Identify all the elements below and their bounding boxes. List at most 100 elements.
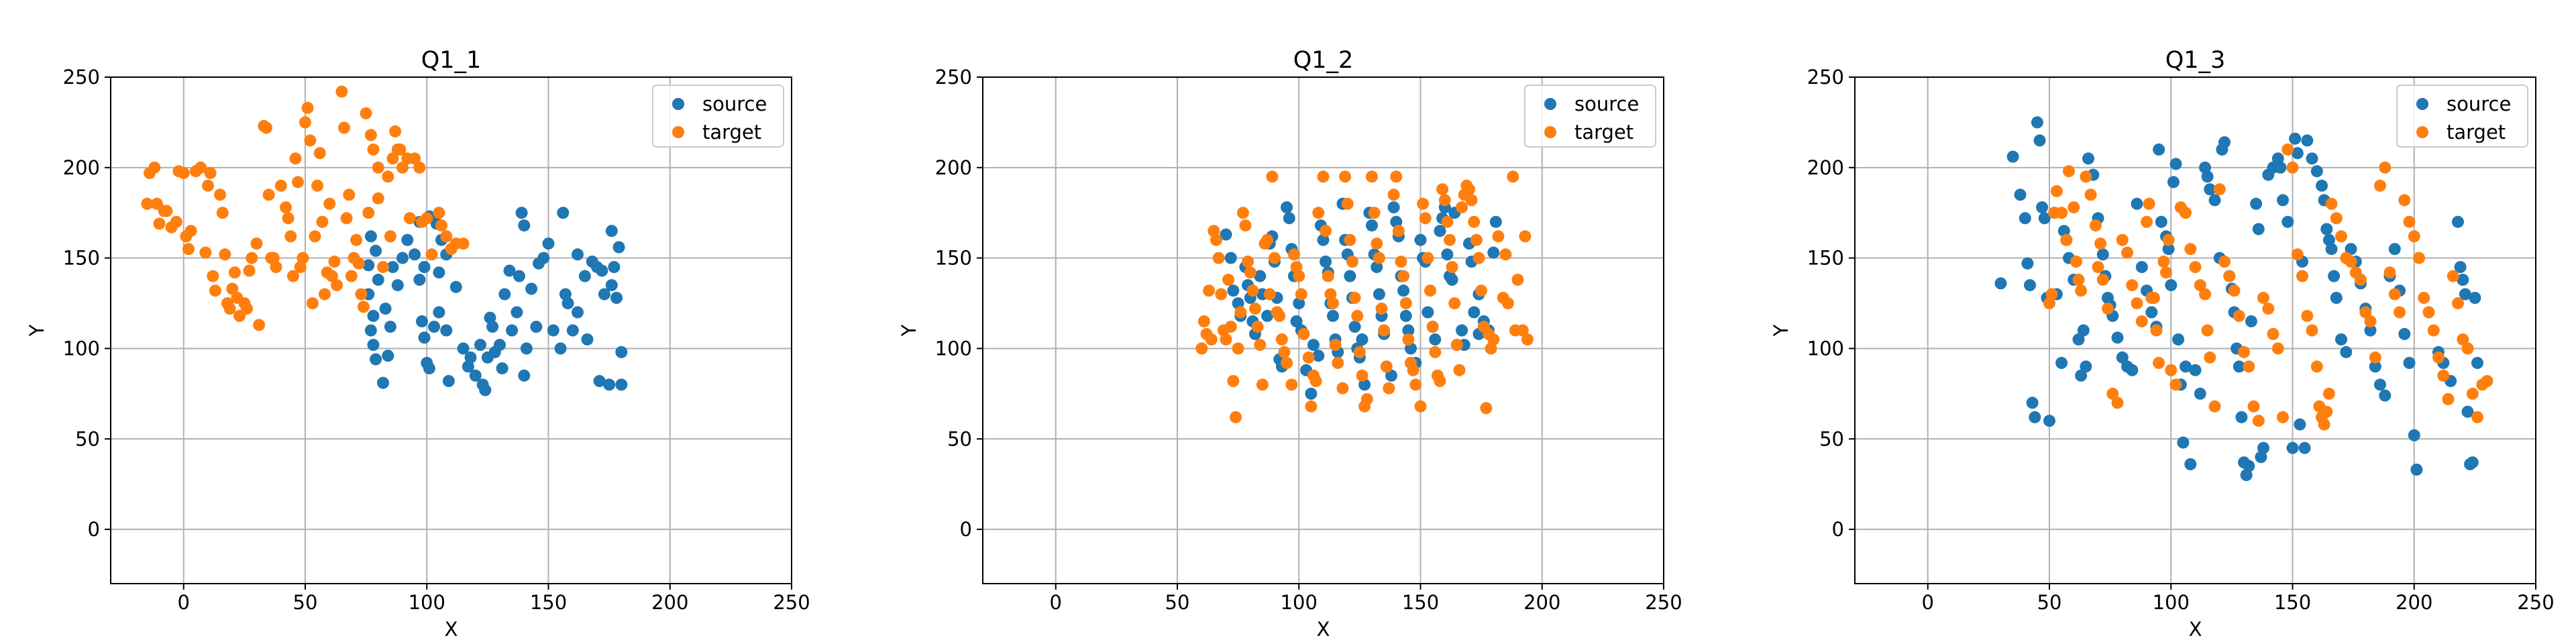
source-point bbox=[605, 225, 618, 237]
target-point bbox=[2330, 212, 2343, 225]
target-point bbox=[2135, 315, 2148, 327]
source-point bbox=[610, 292, 623, 304]
target-point bbox=[209, 284, 221, 297]
target-point bbox=[2189, 261, 2202, 274]
target-point bbox=[372, 161, 384, 174]
target-point bbox=[1446, 261, 1458, 274]
source-point bbox=[462, 360, 474, 373]
target-point bbox=[228, 266, 241, 279]
x-tick-label: 200 bbox=[2396, 591, 2432, 614]
target-point bbox=[1502, 297, 1514, 310]
source-point bbox=[2029, 411, 2041, 423]
source-point bbox=[386, 261, 399, 274]
target-point bbox=[1244, 266, 1256, 279]
target-point bbox=[2199, 288, 2211, 301]
source-point bbox=[2240, 469, 2253, 482]
target-point bbox=[2301, 309, 2314, 322]
target-point bbox=[2322, 387, 2335, 400]
y-tick-label: 250 bbox=[63, 66, 100, 89]
source-point bbox=[2369, 360, 2381, 373]
target-point bbox=[355, 288, 368, 301]
y-tick-label: 50 bbox=[1819, 427, 1844, 450]
legend: source target bbox=[2396, 85, 2528, 148]
source-point bbox=[2454, 261, 2467, 274]
target-point bbox=[2318, 418, 2330, 431]
x-tick-label: 100 bbox=[2153, 591, 2190, 614]
legend-marker-target bbox=[1544, 126, 1556, 138]
target-point bbox=[1371, 237, 1383, 250]
target-point bbox=[1348, 292, 1361, 304]
source-point bbox=[1429, 333, 1442, 345]
source-point bbox=[2031, 116, 2043, 129]
target-point bbox=[1397, 270, 1410, 282]
x-tick-label: 250 bbox=[2517, 591, 2554, 614]
source-point bbox=[2184, 458, 2197, 470]
target-point bbox=[2131, 297, 2143, 310]
target-point bbox=[246, 252, 258, 264]
target-point bbox=[2481, 375, 2493, 387]
x-tick-label: 200 bbox=[1523, 591, 1560, 614]
source-point bbox=[2072, 333, 2085, 345]
source-point bbox=[433, 306, 445, 319]
source-point bbox=[1402, 324, 1415, 337]
y-axis-label: Y bbox=[25, 324, 48, 337]
source-point bbox=[479, 384, 492, 396]
target-point bbox=[2369, 351, 2381, 364]
target-point bbox=[1436, 183, 1449, 196]
target-point bbox=[2116, 233, 2129, 246]
source-point bbox=[2167, 176, 2180, 189]
source-point bbox=[2075, 369, 2088, 382]
source-point bbox=[2116, 351, 2129, 364]
target-point bbox=[1434, 375, 1446, 387]
source-point bbox=[503, 264, 516, 277]
source-point bbox=[1312, 350, 1325, 362]
source-point bbox=[557, 207, 570, 219]
target-point bbox=[2233, 309, 2245, 322]
source-point bbox=[391, 279, 404, 292]
target-point bbox=[1208, 225, 1220, 237]
target-point bbox=[207, 270, 219, 282]
source-point bbox=[367, 339, 380, 352]
source-point bbox=[474, 339, 486, 352]
source-point bbox=[1344, 270, 1356, 282]
target-point bbox=[1261, 233, 1274, 246]
target-point bbox=[160, 205, 173, 217]
target-point bbox=[309, 230, 321, 243]
target-point bbox=[1197, 315, 1210, 327]
target-point bbox=[2243, 360, 2255, 373]
series-target bbox=[2043, 143, 2493, 431]
source-point bbox=[2257, 441, 2269, 454]
source-point bbox=[370, 353, 382, 366]
target-point bbox=[2201, 324, 2214, 337]
target-point bbox=[2374, 179, 2386, 192]
target-point bbox=[1312, 207, 1325, 219]
target-point bbox=[2050, 184, 2063, 197]
source-point bbox=[2026, 396, 2039, 409]
source-point bbox=[1320, 256, 1332, 268]
target-point bbox=[2160, 266, 2172, 279]
target-point bbox=[216, 207, 229, 219]
target-point bbox=[1341, 197, 1354, 210]
target-point bbox=[1246, 284, 1259, 297]
source-point bbox=[2274, 161, 2287, 174]
source-point bbox=[1317, 233, 1330, 246]
target-point bbox=[2345, 256, 2357, 268]
y-tick-label: 200 bbox=[1807, 156, 1844, 179]
target-point bbox=[328, 256, 341, 268]
y-tick-label: 100 bbox=[63, 337, 100, 360]
target-point bbox=[2388, 288, 2401, 301]
target-point bbox=[2096, 274, 2109, 286]
y-tick-label: 150 bbox=[63, 247, 100, 270]
source-point bbox=[2250, 197, 2263, 210]
target-point bbox=[2286, 161, 2299, 174]
source-point bbox=[2111, 331, 2124, 344]
target-point bbox=[2403, 215, 2416, 228]
target-point bbox=[141, 197, 154, 210]
target-point bbox=[2043, 297, 2055, 310]
y-tick-label: 250 bbox=[935, 66, 972, 89]
source-point bbox=[1397, 284, 1410, 297]
target-point bbox=[1399, 297, 1412, 310]
target-point bbox=[243, 264, 256, 277]
target-point bbox=[2165, 364, 2178, 376]
source-point bbox=[2057, 225, 2070, 237]
